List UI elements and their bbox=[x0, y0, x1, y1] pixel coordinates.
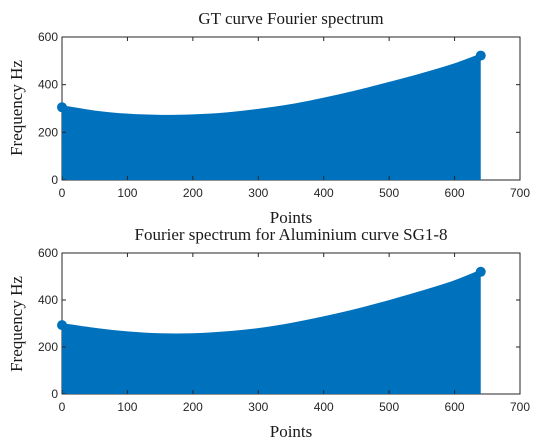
x-tick-label: 200 bbox=[183, 186, 203, 200]
area-fill-2 bbox=[62, 271, 481, 394]
area-edge-1 bbox=[60, 53, 483, 119]
x-tick-label: 400 bbox=[314, 186, 334, 200]
x-tick-label: 600 bbox=[445, 186, 465, 200]
y-tick-label: 400 bbox=[38, 78, 58, 92]
y-tick-label: 0 bbox=[51, 387, 58, 401]
y-tick-label: 0 bbox=[51, 173, 58, 187]
x-tick-label: 700 bbox=[510, 400, 530, 414]
x-tick-label: 700 bbox=[510, 186, 530, 200]
data-point-end-1 bbox=[475, 50, 486, 61]
y-ticks-1: 0 200 400 600 bbox=[38, 30, 520, 187]
chart-marks-2 bbox=[57, 266, 486, 394]
x-tick-label: 0 bbox=[59, 186, 66, 200]
y-tick-label: 600 bbox=[38, 30, 58, 44]
area-edge-2 bbox=[60, 269, 483, 338]
x-tick-label: 500 bbox=[379, 400, 399, 414]
x-tick-label: 400 bbox=[314, 400, 334, 414]
y-axis-label-1: Frequency Hz bbox=[7, 60, 26, 156]
y-tick-label: 200 bbox=[38, 340, 58, 354]
data-point-start-2 bbox=[57, 320, 67, 331]
data-point-start-1 bbox=[57, 102, 67, 113]
x-tick-label: 100 bbox=[117, 186, 137, 200]
x-tick-label: 300 bbox=[248, 400, 268, 414]
x-axis-label-1: Points bbox=[270, 208, 313, 227]
y-axis-label-2: Frequency Hz bbox=[7, 276, 26, 372]
y-ticks-2: 0 200 400 600 bbox=[38, 246, 520, 401]
chart-marks-1 bbox=[57, 50, 486, 181]
x-tick-label: 500 bbox=[379, 186, 399, 200]
chart-panel-1: GT curve Fourier spectrum 0 100 200 300 400 5… bbox=[7, 9, 530, 227]
y-tick-label: 200 bbox=[38, 125, 58, 139]
x-ticks-2: 0 100 200 300 400 500 600 700 bbox=[59, 253, 530, 414]
chart-title-2: Fourier spectrum for Aluminium curve SG1… bbox=[134, 225, 447, 244]
x-tick-label: 0 bbox=[59, 400, 66, 414]
chart-title-1: GT curve Fourier spectrum bbox=[198, 9, 383, 28]
x-axis-label-2: Points bbox=[270, 422, 313, 441]
x-tick-label: 100 bbox=[117, 400, 137, 414]
x-ticks-1: 0 100 200 300 400 500 600 700 bbox=[59, 37, 530, 200]
x-tick-label: 600 bbox=[445, 400, 465, 414]
chart-panel-2: Fourier spectrum for Aluminium curve SG1… bbox=[7, 225, 530, 441]
x-tick-label: 200 bbox=[183, 400, 203, 414]
y-tick-label: 600 bbox=[38, 246, 58, 260]
data-point-end-2 bbox=[475, 266, 486, 277]
y-tick-label: 400 bbox=[38, 293, 58, 307]
x-tick-label: 300 bbox=[248, 186, 268, 200]
area-fill-1 bbox=[62, 55, 481, 181]
